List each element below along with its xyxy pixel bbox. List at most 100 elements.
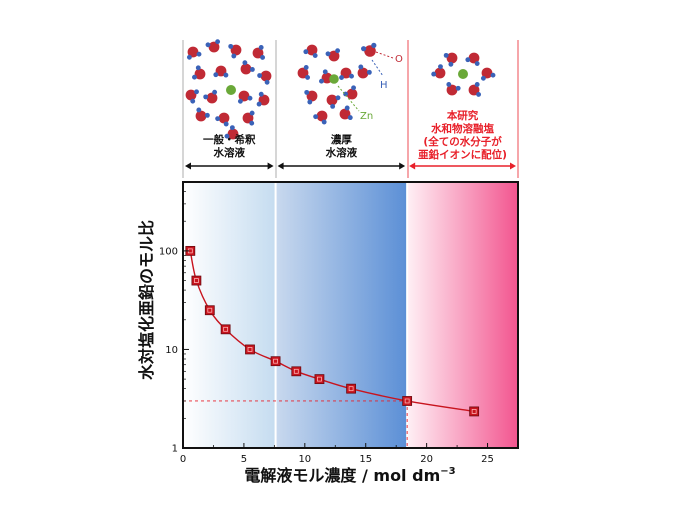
data-point-highlight (207, 307, 213, 313)
hydrogen-atom (258, 91, 264, 97)
hydrogen-atom (335, 95, 341, 101)
oxygen-atom (260, 70, 272, 82)
hydrogen-atom (223, 72, 229, 78)
data-point (245, 344, 255, 355)
hydrogen-atom (260, 55, 266, 60)
hydrogen-atom (212, 89, 218, 95)
hydrogen-atom (490, 72, 496, 78)
molecule-cluster-hydrate-melt (431, 52, 496, 97)
hydrogen-atom (196, 51, 202, 57)
x-tick-label: 25 (481, 454, 494, 465)
hydrogen-atom (312, 53, 318, 58)
data-point (270, 356, 281, 367)
oxygen-atom (316, 110, 328, 122)
oxygen-atom (446, 84, 458, 96)
region-label-line: 一般・希釈 (203, 133, 256, 146)
hydrogen-atom (242, 60, 248, 66)
region-arrow-head-right (510, 162, 516, 170)
y-tick-label: 1 (172, 444, 178, 455)
region-hydrate-melt-background (407, 182, 518, 448)
hydrogen-atom (347, 115, 353, 121)
oxygen-atom (218, 112, 230, 124)
hydrogen-atom (228, 43, 234, 49)
oxygen-atom (227, 128, 239, 140)
hydrogen-atom (303, 65, 309, 70)
hydrogen-atom (192, 74, 197, 80)
oxygen-atom (194, 68, 206, 80)
hydrogen-atom (195, 65, 201, 71)
zinc-atom (458, 69, 468, 79)
oxygen-atom (215, 65, 227, 77)
hydrogen-atom (249, 67, 255, 72)
hydrogen-atom (237, 98, 243, 104)
y-axis-title: 水対塩化亜鉛のモル比 (137, 220, 156, 380)
hydrogen-atom (366, 69, 372, 75)
hydrogen-atom (186, 54, 192, 60)
oxygen-atom (306, 90, 318, 102)
hydrogen-atom (194, 89, 199, 95)
hydrogen-atom (344, 105, 350, 111)
x-axis: 0 5 10 15 20 25 (180, 443, 494, 465)
hydrogen-atom (258, 45, 264, 50)
data-point (191, 275, 202, 286)
data-point (314, 374, 325, 385)
y-tick-label: 10 (165, 345, 178, 356)
data-point-highlight (317, 376, 322, 382)
region-arrow-head-left (185, 162, 191, 170)
oxygen-atom (468, 84, 480, 96)
oxygen-atom (340, 67, 352, 79)
region-dilute-background (183, 182, 276, 448)
region-label-line: 濃厚 (331, 133, 352, 146)
hydrogen-atom (465, 57, 471, 63)
oxygen-atom (364, 45, 376, 57)
hydrogen-atom (474, 82, 480, 87)
zinc-label: Zn (360, 111, 373, 122)
oxygen-atom (306, 44, 318, 56)
region-arrows (185, 162, 516, 170)
hydrogen-atom (349, 73, 354, 79)
x-tick-label: 20 (420, 454, 433, 465)
region-label-line: (全ての水分子が (423, 135, 502, 148)
oxygen-atom (242, 112, 254, 124)
hydrogen-atom (319, 78, 324, 84)
hydrogen-atom (215, 116, 221, 122)
hydrogen-atom (371, 42, 377, 48)
region-arrow-head-right (267, 162, 274, 170)
hydrogen-atom (321, 119, 327, 125)
region-arrow-head-left (409, 162, 416, 170)
x-tick-label: 5 (241, 454, 247, 465)
hydrogen-atom (304, 89, 310, 95)
region-label-line: 本研究 (447, 109, 479, 122)
hydrogen-atom (335, 48, 341, 54)
hydrogen-atom (223, 121, 229, 127)
oxygen-atom (240, 63, 252, 75)
hydrogen-atom (249, 120, 255, 126)
hydrogen-atom (446, 82, 452, 87)
x-tick-label: 0 (180, 454, 186, 465)
data-point (220, 324, 231, 335)
hydrogen-atom (249, 110, 255, 116)
oxygen-atom (252, 47, 264, 59)
region-label-line: 水溶液 (325, 146, 358, 159)
hydrogen-atom (229, 125, 235, 131)
hydrogen-atom (455, 85, 461, 91)
data-point-highlight (348, 386, 354, 392)
oxygen-atom (187, 46, 199, 58)
hydrogen-atom (443, 52, 449, 58)
hydrogen-atom (322, 69, 328, 75)
hydrogen-atom (215, 39, 221, 45)
oxygen-atom (481, 67, 493, 79)
hydrogen-atom (351, 85, 357, 91)
zinc-atom (226, 85, 236, 95)
oxygen-atom (468, 52, 480, 64)
data-point (469, 406, 480, 417)
oxygen-atom (258, 94, 270, 106)
oxygen-atom (238, 90, 250, 102)
oxygen-atom (208, 41, 220, 53)
molecule-cluster-concentrated (297, 42, 377, 125)
atom-legend: O H Zn (337, 51, 403, 122)
hydrogen-atom (438, 64, 443, 70)
illustration-strip: O H Zn 一般・希釈水溶液濃厚水溶液本研究水和物溶融塩(全ての水分子が亜鉛イ… (182, 39, 519, 178)
hydrogen-atom (190, 98, 196, 104)
